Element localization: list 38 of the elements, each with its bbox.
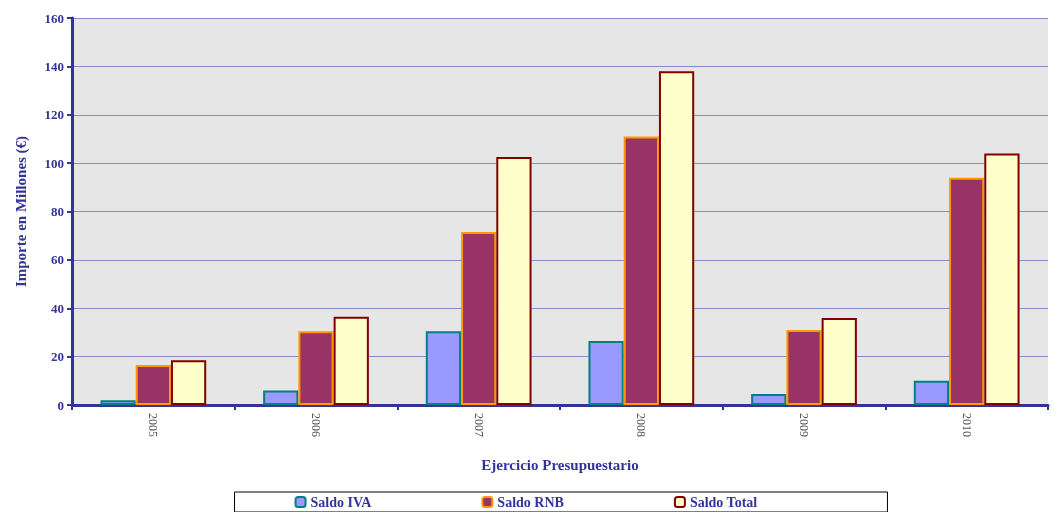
bar: [821, 317, 857, 405]
y-tick-label: 100: [44, 155, 64, 171]
x-tick-label: 2007: [471, 413, 486, 437]
y-axis-title: Importe en Millones (€): [12, 135, 30, 288]
bar: [461, 232, 497, 405]
bar: [588, 340, 624, 405]
bar: [658, 71, 695, 405]
bar: [984, 153, 1020, 405]
legend-label: Saldo Total: [689, 494, 758, 510]
y-tick-label: 20: [51, 349, 64, 365]
bar: [333, 316, 369, 405]
legend-label: Saldo IVA: [310, 494, 373, 510]
bar: [135, 365, 171, 405]
y-tick-label: 60: [51, 252, 64, 268]
y-tick-label: 120: [44, 107, 64, 123]
y-tick-label: 0: [57, 397, 64, 413]
bar: [751, 394, 787, 405]
y-tick-label: 80: [51, 204, 64, 219]
x-tick-label: 2008: [634, 413, 649, 437]
bar: [298, 331, 334, 405]
bar: [100, 400, 136, 405]
legend-label: Saldo RNB: [497, 494, 564, 510]
bar: [786, 330, 822, 405]
y-tick-label: 160: [44, 10, 64, 26]
bar: [170, 360, 207, 405]
x-tick-label: 2005: [146, 413, 161, 437]
x-tick-label: 2010: [959, 413, 974, 437]
x-tick-label: 2009: [797, 413, 811, 437]
y-tick-label: 140: [44, 58, 64, 74]
x-axis-title: Ejercicio Presupuestario: [481, 456, 639, 473]
bar: [425, 331, 462, 405]
bar: [623, 136, 659, 405]
y-tick-label: 40: [51, 300, 64, 316]
x-tick-label: 2006: [309, 413, 323, 437]
bar: [263, 390, 299, 405]
bar: [913, 380, 950, 405]
bar: [496, 157, 532, 405]
bar: [949, 177, 985, 405]
